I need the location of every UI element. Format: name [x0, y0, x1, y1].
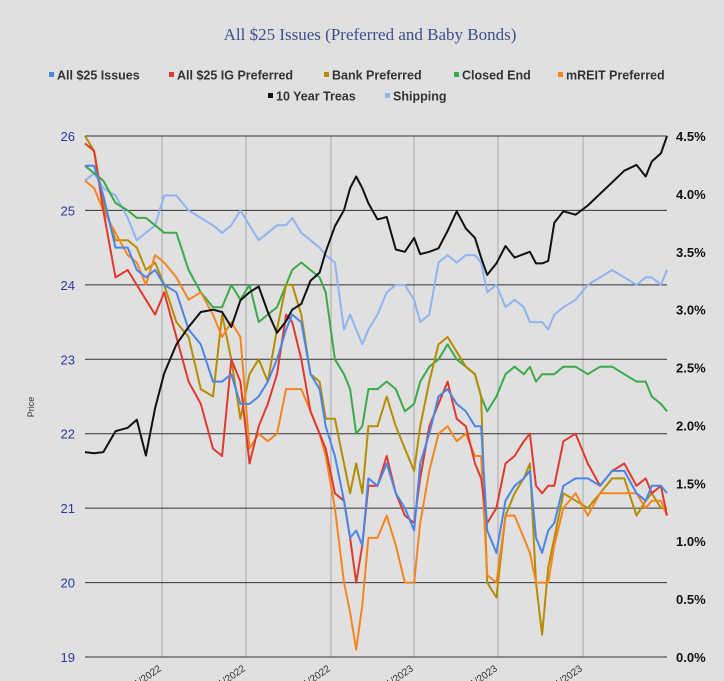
y-tick-label: 26 — [61, 129, 75, 144]
x-tick-label: 7/1/2022 — [210, 663, 249, 681]
y-tick-label: 21 — [61, 501, 75, 516]
series-line-bank-preferred — [84, 135, 667, 636]
legend-swatch — [49, 72, 54, 77]
legend-label: Shipping — [393, 90, 446, 104]
y-tick-label: 19 — [61, 650, 75, 665]
y2-tick-label: 0.5% — [676, 592, 706, 607]
gridlines — [85, 135, 667, 658]
legend-label: Closed End — [462, 69, 531, 83]
legend-label: All $25 Issues — [57, 69, 140, 83]
x-tick-label: 1/1/2023 — [378, 663, 417, 681]
y2-tick-label: 1.5% — [676, 476, 706, 491]
y2-tick-label: 2.0% — [676, 418, 706, 433]
y-tick-label: 25 — [61, 203, 75, 218]
y2-tick-label: 4.0% — [676, 187, 706, 202]
legend-label: All $25 IG Preferred — [177, 69, 293, 83]
x-tick-label: 4/1/2023 — [462, 663, 501, 681]
y-tick-label: 20 — [61, 576, 75, 591]
y-axis-label: Price — [26, 397, 36, 418]
y-tick-label: 24 — [61, 278, 75, 293]
y2-tick-label: 1.0% — [676, 534, 706, 549]
legend-swatch — [385, 93, 390, 98]
legend-swatch — [324, 72, 329, 77]
chart-title: All $25 Issues (Preferred and Baby Bonds… — [224, 25, 517, 44]
legend-swatch — [558, 72, 563, 77]
y2-tick-label: 3.0% — [676, 303, 706, 318]
legend-swatch — [169, 72, 174, 77]
series-line-mreit-preferred — [84, 179, 668, 651]
series-lines — [84, 135, 668, 651]
y-tick-label: 23 — [61, 352, 75, 367]
series-line-all-25-issues — [85, 164, 668, 554]
series-line-all-25-ig-preferred — [84, 142, 668, 584]
legend-swatch — [454, 72, 459, 77]
legend: All $25 Issues All $25 IG Preferred Bank P… — [49, 69, 665, 104]
x-tick-label: 4/1/2022 — [126, 663, 165, 681]
legend-swatch — [268, 93, 273, 98]
series-line-10-year-treas — [84, 135, 668, 457]
x-tick-label: 10/1/2022 — [290, 663, 333, 681]
legend-label: Bank Preferred — [332, 69, 422, 83]
y2-tick-label: 4.5% — [676, 129, 706, 144]
axes: 19 20 21 22 23 24 25 26 0.0% 0.5% 1.0% 1.5% 2.0% 2.5%… — [26, 129, 706, 681]
y-tick-label: 22 — [61, 427, 75, 442]
legend-label: mREIT Preferred — [566, 69, 665, 83]
y2-tick-label: 2.5% — [676, 361, 706, 376]
x-tick-label: 7/1/2023 — [547, 663, 586, 681]
y2-tick-label: 3.5% — [676, 245, 706, 260]
series-line-shipping — [84, 172, 668, 346]
series-line-closed-end — [84, 165, 668, 435]
legend-label: 10 Year Treas — [276, 90, 356, 104]
y2-tick-label: 0.0% — [676, 650, 706, 665]
